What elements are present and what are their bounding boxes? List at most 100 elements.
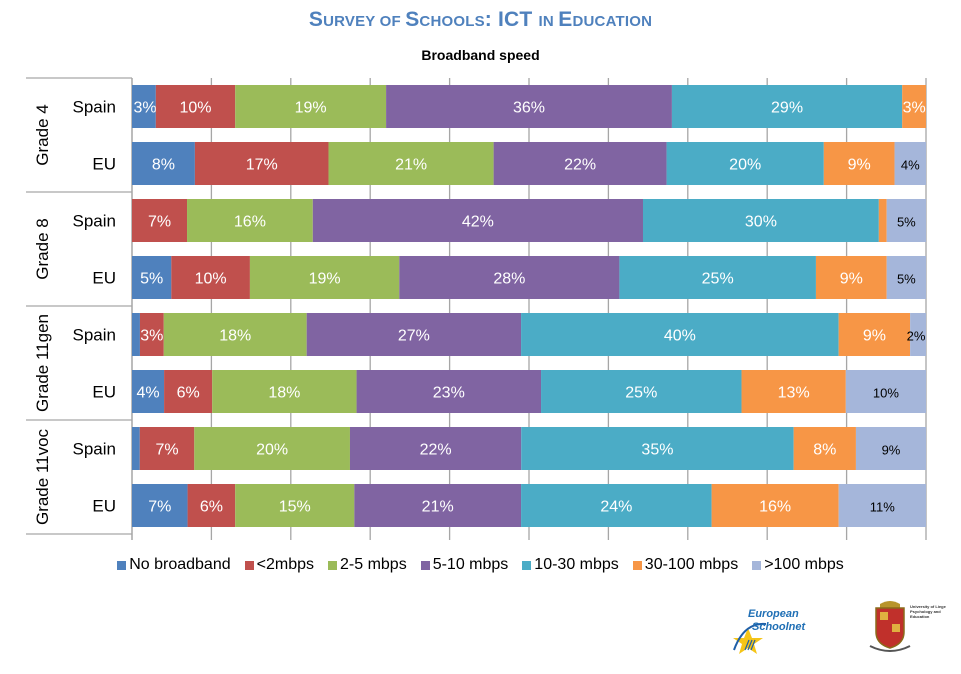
legend-swatch <box>117 560 127 570</box>
bar-segment <box>521 313 839 356</box>
bar-segment <box>878 199 887 242</box>
legend-item: 5-10 mbps <box>420 556 509 574</box>
svg-text:Psychology and: Psychology and <box>910 609 941 614</box>
legend-label: No broadband <box>129 556 231 573</box>
legend-item: 10-30 mbps <box>522 556 619 574</box>
data-label: 22% <box>420 442 452 459</box>
legend-item: <2mbps <box>244 556 314 574</box>
row-label: Spain <box>73 212 116 231</box>
data-label: 16% <box>759 499 791 516</box>
bar-segment <box>306 313 522 356</box>
legend-item: 30-100 mbps <box>632 556 739 574</box>
legend-label: 30-100 mbps <box>644 556 739 573</box>
row-label: EU <box>92 497 116 516</box>
legend-swatch <box>328 560 337 570</box>
data-label: 25% <box>702 271 734 288</box>
legend-swatch <box>752 560 762 570</box>
row-label: EU <box>92 155 116 174</box>
legend-swatch <box>522 560 532 570</box>
bar-segment <box>132 313 140 356</box>
bar-segment <box>139 313 164 356</box>
legend-label: 2-5 mbps <box>340 556 407 573</box>
data-label: 8% <box>813 442 836 459</box>
data-label: 36% <box>513 100 545 117</box>
bar-segment <box>235 484 355 527</box>
bar-segment <box>666 142 824 185</box>
data-label: 23% <box>433 385 465 402</box>
esn-text-line2: Schoolnet <box>752 621 806 633</box>
european-schoolnet-logo: European Schoolnet <box>733 608 806 654</box>
bar-segment <box>823 142 895 185</box>
svg-text:University of Liege: University of Liege <box>910 604 947 609</box>
row-label: EU <box>92 269 116 288</box>
bar-segment <box>894 142 926 185</box>
data-label: 4% <box>901 158 920 173</box>
title-part: : ICT <box>484 8 539 31</box>
bar-segment <box>349 427 522 470</box>
row-label: Spain <box>73 98 116 117</box>
data-label: 20% <box>729 157 761 174</box>
data-label: 7% <box>148 214 171 231</box>
data-label: 20% <box>256 442 288 459</box>
data-label: 22% <box>564 157 596 174</box>
data-label: 3% <box>133 100 156 117</box>
group-label: Grade 11gen <box>33 314 52 412</box>
bar-segment <box>132 142 195 185</box>
bar-segment <box>356 370 542 413</box>
data-label: 9% <box>882 443 901 458</box>
data-label: 28% <box>493 271 525 288</box>
data-label: 19% <box>295 100 327 117</box>
legend-swatch <box>632 560 642 570</box>
legend-label: 10-30 mbps <box>534 556 619 573</box>
data-label: 10% <box>180 100 212 117</box>
bar-segment <box>155 85 236 128</box>
legend-label: 5-10 mbps <box>432 556 509 573</box>
bar-segment <box>386 85 672 128</box>
bar-segment <box>212 370 357 413</box>
group-label: Grade 8 <box>33 218 52 279</box>
bar-segment <box>493 142 667 185</box>
bar-segment <box>642 199 879 242</box>
data-label: 3% <box>903 100 926 117</box>
title-part: URVEY OF <box>323 13 406 30</box>
data-label: 7% <box>148 499 171 516</box>
row-label: Spain <box>73 440 116 459</box>
data-label: 9% <box>848 157 871 174</box>
bar-segment <box>194 427 350 470</box>
title-part: CHOOLS <box>419 13 485 30</box>
title-part: S <box>405 8 420 31</box>
data-label: 9% <box>863 328 886 345</box>
bar-segment <box>855 427 926 470</box>
bar-segment <box>163 313 307 356</box>
data-label: 13% <box>778 385 810 402</box>
legend-swatch <box>420 560 430 570</box>
bar-segment <box>132 370 165 413</box>
chart-title: Broadband speed <box>421 47 540 63</box>
bar-segment <box>910 313 926 356</box>
crown-icon <box>880 601 900 608</box>
data-label: 19% <box>309 271 341 288</box>
data-label: 29% <box>771 100 803 117</box>
data-label: 24% <box>600 499 632 516</box>
bar-segment <box>886 199 926 242</box>
bar-segment <box>132 85 156 128</box>
bar-segment <box>132 256 172 299</box>
esn-text-line1: European <box>748 608 799 620</box>
data-label: 2% <box>907 329 926 344</box>
bar-segment <box>328 142 494 185</box>
svg-text:Education: Education <box>910 614 930 619</box>
data-label: 42% <box>462 214 494 231</box>
bar-segment <box>902 85 926 128</box>
bar-segment <box>171 256 250 299</box>
data-label: 9% <box>840 271 863 288</box>
bar-segment <box>815 256 887 299</box>
legend-item: No broadband <box>117 556 231 574</box>
data-label: 17% <box>246 157 278 174</box>
data-label: 5% <box>897 215 916 230</box>
bar-segment <box>235 85 387 128</box>
group-label: Grade 11voc <box>33 428 52 525</box>
bar-segment <box>139 427 195 470</box>
bar-segment <box>541 370 742 413</box>
legend-item: >100 mbps <box>752 556 844 574</box>
